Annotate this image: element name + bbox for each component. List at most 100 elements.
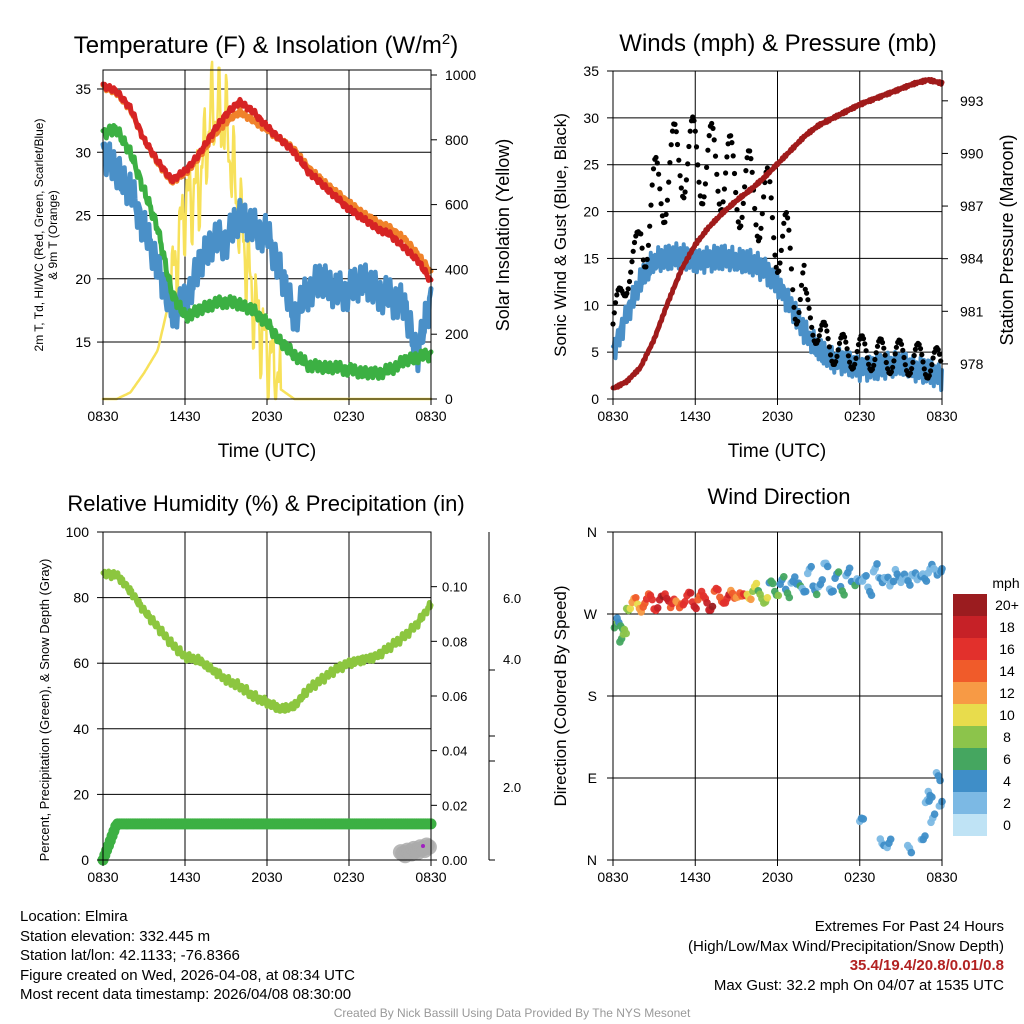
direction-point: [907, 848, 916, 857]
winds-ytick-label: 35: [583, 63, 599, 79]
gust-point: [929, 362, 935, 368]
direction-point: [681, 597, 689, 606]
gust-point: [926, 373, 932, 379]
gust-point: [891, 358, 897, 364]
winds-ytick-label: 15: [583, 250, 599, 266]
direction-point: [812, 590, 821, 599]
direction-ytick-label: N: [587, 852, 597, 868]
direction-point: [686, 589, 695, 597]
precip-ytick-label: 0.04: [442, 744, 467, 759]
gust-point: [714, 171, 720, 177]
gust-point: [715, 188, 721, 194]
temperature-ytick-label: 15: [75, 334, 91, 350]
gust-point: [706, 133, 712, 139]
temperature-series-td: [100, 123, 434, 381]
legend-swatch: [953, 704, 987, 726]
snow-ytick-label: 2.0: [503, 780, 521, 795]
gust-point: [657, 186, 663, 192]
legend-label: 0: [1003, 817, 1011, 833]
gust-point: [921, 366, 927, 372]
winds-ytick-label: 20: [583, 204, 599, 220]
direction-ytick-label: S: [588, 688, 597, 704]
gust-point: [716, 201, 722, 207]
gust-point: [767, 179, 773, 185]
gust-point: [702, 181, 709, 187]
gust-point: [806, 305, 812, 311]
winds-xtick-label: 0830: [926, 408, 957, 424]
gust-point: [910, 359, 916, 365]
gust-point: [773, 264, 779, 270]
direction-point: [834, 568, 843, 576]
gust-point: [824, 328, 830, 334]
direction-point: [818, 576, 826, 584]
gust-point: [777, 260, 783, 266]
gust-point: [785, 215, 791, 221]
gust-point: [797, 296, 803, 303]
temperature-title: Temperature (F) & Insolation (W/m2): [74, 31, 458, 59]
gust-point: [752, 205, 758, 212]
humidity-panel: Relative Humidity (%) & Precipitation (i…: [37, 491, 521, 885]
gust-point: [672, 121, 678, 127]
insolation-ytick-label: 200: [445, 326, 469, 342]
winds-xtick-label: 2030: [762, 408, 793, 424]
gust-point: [907, 370, 914, 376]
station-location: Location: Elmira: [20, 908, 128, 925]
gust-point: [743, 168, 749, 174]
direction-points: [610, 559, 946, 857]
gust-point: [787, 245, 793, 251]
gust-point: [781, 220, 787, 226]
gust-point: [882, 352, 888, 358]
insolation-ytick-label: 1000: [445, 67, 476, 83]
gust-point: [638, 231, 644, 237]
gust-point: [898, 341, 905, 347]
precip-ytick-label: 0.10: [442, 580, 467, 595]
gust-point: [862, 341, 868, 347]
gust-point: [853, 355, 859, 361]
winds-series: [610, 76, 945, 393]
humidity-ylabel: Percent, Precipitation (Green), & Snow D…: [37, 559, 52, 862]
gust-point: [901, 354, 907, 361]
gust-point: [731, 170, 738, 177]
snow-depth-point: [420, 839, 437, 855]
direction-xtick-label: 0830: [597, 869, 628, 885]
direction-point: [703, 599, 711, 607]
direction-point: [769, 579, 777, 588]
gust-point: [747, 148, 753, 154]
figure-created: Figure created on Wed, 2026-04-08, at 08…: [20, 966, 355, 984]
temperature-xtick-label: 0830: [87, 408, 118, 424]
station-elevation: Station elevation: 332.445 m: [20, 927, 211, 945]
gust-point: [677, 173, 683, 179]
gust-point: [696, 179, 702, 185]
gust-point: [834, 353, 840, 359]
gust-point: [644, 256, 650, 262]
gust-point: [845, 353, 852, 359]
direction-xtick-label: 2030: [762, 869, 793, 885]
legend-swatch: [953, 792, 987, 814]
gust-point: [798, 282, 805, 288]
gust-point: [687, 128, 693, 134]
gust-point: [873, 350, 879, 356]
gust-point: [893, 344, 900, 350]
gust-point: [729, 140, 735, 146]
direction-xtick-label: 1430: [680, 869, 711, 885]
winds-xtick-label: 0230: [844, 408, 875, 424]
legend-swatch: [953, 770, 987, 792]
precip-ytick-label: 0.00: [442, 853, 467, 868]
legend-label: 6: [1003, 751, 1011, 767]
gust-point: [786, 227, 792, 233]
insolation-ytick-label: 0: [445, 391, 453, 407]
precip-ytick-label: 0.08: [442, 634, 467, 649]
winds-grid: [613, 71, 943, 399]
gust-point: [920, 359, 926, 365]
legend-label: 16: [999, 641, 1015, 657]
gust-point: [828, 352, 834, 358]
gust-point: [740, 200, 746, 206]
direction-point: [906, 581, 914, 589]
recent-timestamp: Most recent data timestamp: 2026/04/08 0…: [20, 986, 352, 1003]
legend-swatch: [953, 682, 987, 704]
gust-point: [654, 160, 660, 166]
gust-point: [872, 356, 878, 363]
direction-point: [807, 562, 815, 571]
gust-point: [817, 327, 824, 333]
